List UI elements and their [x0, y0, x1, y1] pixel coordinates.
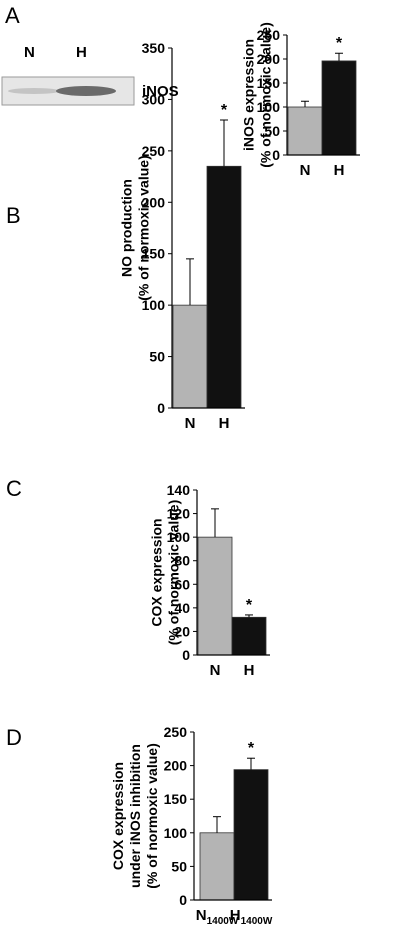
bar-h: [321, 60, 357, 156]
blot-lane-label-h: H: [76, 44, 87, 61]
panel-letter: B: [6, 203, 21, 228]
bar-n: [287, 106, 323, 156]
y-tick-label: 350: [142, 40, 166, 56]
x-category-subscript: 1400W: [241, 916, 273, 927]
x-category-label: H: [219, 415, 230, 432]
bar-h: [231, 616, 267, 656]
y-tick-label: 200: [164, 758, 188, 774]
y-tick-label: 100: [167, 529, 191, 545]
y-axis-label: (% of normoxic value): [258, 22, 274, 167]
y-tick-label: 200: [142, 194, 166, 210]
y-tick-label: 140: [167, 482, 191, 498]
y-tick-label: 60: [174, 576, 190, 592]
y-axis-label: (% of normoxic value): [166, 500, 182, 645]
significance-marker: *: [248, 740, 255, 757]
y-tick-label: 40: [174, 600, 190, 616]
bar-h: [206, 165, 242, 409]
y-tick-label: 0: [272, 147, 280, 163]
y-tick-label: 0: [182, 647, 190, 663]
y-tick-label: 150: [142, 246, 166, 262]
panel-letter: A: [5, 3, 20, 28]
y-axis-label: (% of normoxic value): [144, 743, 160, 888]
y-tick-label: 300: [142, 91, 166, 107]
chart-panel-c: C 0 20 40 60 80 100 120 140 N * H COX expression (% o…: [6, 476, 270, 679]
y-tick-label: 0: [179, 892, 187, 908]
x-category-label: N: [300, 162, 311, 179]
x-category-label: N: [210, 662, 221, 679]
y-tick-label: 50: [264, 123, 280, 139]
y-tick-label: 150: [164, 791, 188, 807]
y-tick-label: 50: [149, 349, 165, 365]
y-tick-label: 120: [167, 506, 191, 522]
x-category-label: H: [334, 162, 345, 179]
y-tick-label: 100: [257, 99, 281, 115]
x-category-subscript: 1400W: [207, 916, 239, 927]
y-tick-label: 80: [174, 553, 190, 569]
panel-letter: D: [6, 725, 22, 750]
significance-marker: *: [336, 35, 343, 52]
bar-n: [197, 536, 233, 656]
y-axis-label: under iNOS inhibition: [127, 744, 143, 888]
y-tick-label: 0: [157, 400, 165, 416]
blot-band-n: [8, 88, 60, 94]
y-tick-label: 100: [164, 825, 188, 841]
y-tick-label: 100: [142, 297, 166, 313]
western-blot: N H iNOS: [1, 44, 179, 106]
bar-n: [172, 304, 208, 409]
y-tick-label: 250: [164, 724, 188, 740]
y-axis-label: COX expression: [149, 518, 165, 626]
y-axis-label: COX expression: [110, 762, 126, 870]
y-tick-label: 150: [257, 75, 281, 91]
y-tick-label: 250: [257, 27, 281, 43]
panel-letter: C: [6, 476, 22, 501]
y-tick-label: 20: [174, 623, 190, 639]
blot-protein-label: iNOS: [142, 83, 179, 100]
y-axis-label: NO production: [119, 179, 135, 277]
significance-marker: *: [221, 102, 228, 119]
y-tick-label: 250: [142, 143, 166, 159]
blot-lane-label-n: N: [24, 44, 35, 61]
chart-panel-b: B 0 50 100 150 200 250 300 350 N * H NO production (%…: [6, 40, 245, 432]
significance-marker: *: [246, 597, 253, 614]
x-category-label: H: [244, 662, 255, 679]
y-axis-label: iNOS expression: [241, 39, 257, 151]
blot-band-h: [56, 86, 116, 96]
bar-h: [233, 769, 269, 901]
x-category-label: N: [185, 415, 196, 432]
y-axis-label: (% of normoxic value): [136, 155, 152, 300]
y-tick-label: 50: [171, 858, 187, 874]
y-tick-label: 200: [257, 51, 281, 67]
bar-n: [199, 832, 235, 901]
